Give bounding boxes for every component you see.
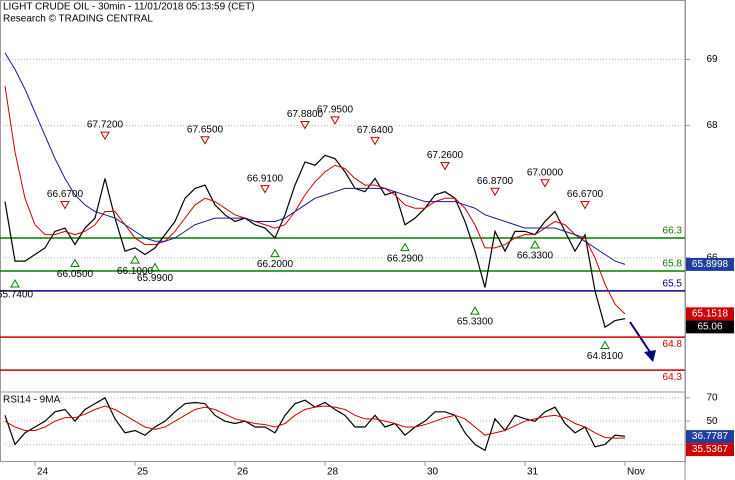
low-marker [70,258,80,267]
low-marker [270,248,280,258]
high-label: 66.8700 [477,176,514,187]
low-marker [470,306,480,315]
level-label: 64.3 [663,372,683,383]
low-label: 66.1000 [117,266,154,277]
arrow-head [644,350,656,362]
low-marker [130,255,140,264]
price-tag-label: 35.5367 [692,444,729,455]
level-label: 66.3 [663,226,683,237]
series-line [4,52,626,265]
low-marker [530,239,540,249]
high-label: 67.6400 [357,125,394,136]
level-label: 64.8 [663,339,683,350]
high-marker [330,116,340,125]
price-tag [686,443,734,457]
high-label: 67.0000 [527,167,564,178]
price-tag [686,320,734,334]
price-tag-label: 65.1518 [692,309,729,320]
y-tick-label: 50 [706,416,718,427]
x-tick-label: 25 [137,467,149,478]
low-label: 66.2000 [257,259,294,270]
high-label: 67.8800 [287,109,324,120]
y-tick-label: 69 [706,54,718,65]
high-label: 67.7200 [87,120,124,131]
low-label: 65.9900 [137,273,174,284]
high-label: 67.6500 [187,124,224,135]
price-tag [686,257,734,271]
low-marker [600,340,610,349]
high-label: 66.9100 [247,173,284,184]
low-marker [10,278,20,288]
price-tag-label: 65.8998 [692,259,729,270]
level-label: 65.5 [663,278,683,289]
level-label: 65.8 [663,259,683,270]
chart-title: LIGHT CRUDE OIL - 30min - 11/01/2018 05:… [3,2,255,13]
y-tick-label: 68 [706,120,718,131]
high-marker [200,136,210,145]
high-marker [580,201,590,210]
high-marker [490,187,500,197]
x-tick-label: 30 [427,467,439,478]
series-line [4,154,626,329]
high-marker [540,179,550,188]
high-marker [100,131,110,141]
high-label: 66.6700 [567,189,604,200]
low-marker [400,242,410,252]
high-marker [260,185,270,194]
price-tag [686,307,734,321]
low-label: 66.0500 [57,269,94,280]
high-marker [60,201,70,210]
y-tick-label: 70 [706,392,718,403]
series-line [4,405,625,439]
low-label: 66.3300 [517,251,554,262]
chart-subtitle: Research © TRADING CENTRAL [3,14,153,25]
high-label: 67.9500 [317,105,354,116]
x-tick-label: Nov [627,467,645,478]
x-tick-label: 26 [237,467,249,478]
x-tick-label: 24 [37,467,49,478]
high-marker [370,136,380,146]
series-line [4,85,626,315]
low-label: 65.3300 [457,317,494,328]
high-marker [440,162,450,171]
price-tag [686,430,734,444]
x-tick-label: 31 [527,467,539,478]
low-marker [150,262,160,271]
low-label: 66.2900 [387,253,424,264]
low-label: 64.8100 [587,351,624,362]
high-marker [300,121,310,130]
price-tag-label: 65.06 [697,322,722,333]
x-tick-label: 28 [327,467,339,478]
low-label: 65.7400 [0,290,34,301]
rsi-title: RSI14 - 9MA [3,395,61,406]
high-label: 67.2600 [427,150,464,161]
high-label: 66.6700 [47,189,84,200]
price-tag-label: 36.7787 [692,431,729,442]
